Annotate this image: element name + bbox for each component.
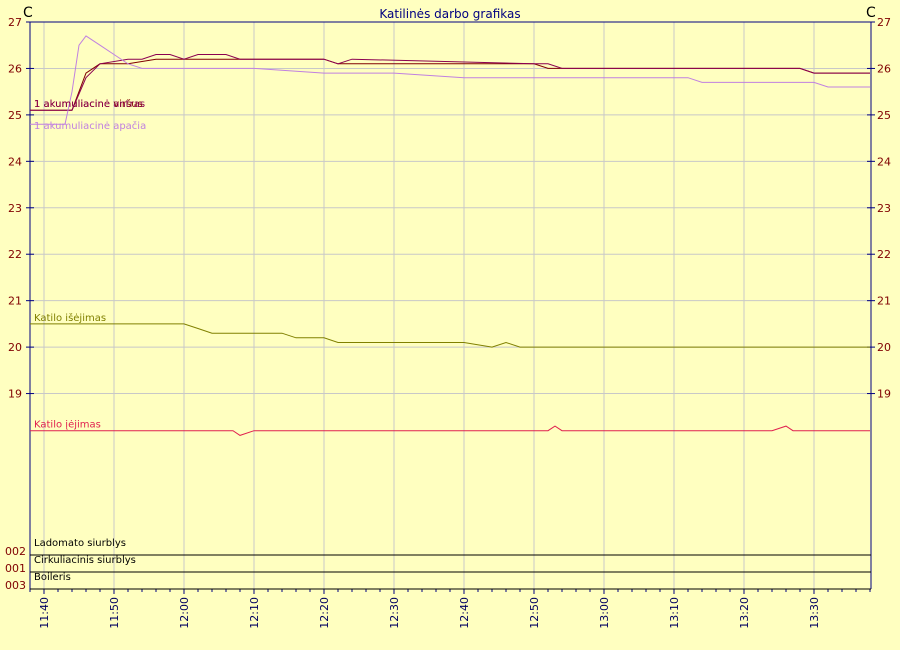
y-tick-label-left: 24 (8, 155, 22, 168)
x-tick-label: 12:40 (458, 597, 471, 629)
y-tick-label-right: 19 (877, 388, 891, 401)
x-tick-label: 13:20 (738, 597, 751, 629)
y-tick-label-left: 19 (8, 388, 22, 401)
x-tick-labels: 11:40 11:50 12:00 12:10 12:20 12:30 12:40 12:50… (38, 597, 821, 629)
y-tick-label-left: 21 (8, 295, 22, 308)
digital-channel-label: Cirkuliacinis siurblys (34, 555, 136, 566)
series-line (30, 425, 870, 436)
series-label: 1 akumuliacinė apačia (34, 120, 146, 132)
x-tick-label: 13:00 (598, 597, 611, 629)
y-tick-label-right: 27 (877, 16, 891, 29)
y-tick-label-right: 21 (877, 295, 891, 308)
series-line (30, 54, 870, 111)
x-tick-label: 12:10 (248, 597, 261, 629)
x-tick-label: 12:50 (528, 597, 541, 629)
y-tick-label-right: 26 (877, 62, 891, 75)
y-tick-label-right: 25 (877, 109, 891, 122)
chart-title: Katilinės darbo grafikas (379, 7, 520, 21)
y-tick-label-left: 27 (8, 16, 22, 29)
x-tick-label: 11:50 (108, 597, 121, 629)
digital-channel-label: Ladomato siurblys (34, 538, 126, 549)
series-line (30, 323, 870, 348)
y-tick-label-left: 25 (8, 109, 22, 122)
y-tick-label-right: 23 (877, 202, 891, 215)
y-tick-label-right: 24 (877, 155, 891, 168)
digital-tick-label: 001 (5, 562, 26, 575)
series-label: 1 akumuliacinė viršus (34, 98, 143, 110)
x-tick-label: 13:30 (808, 597, 821, 629)
series-label: 1 akumuliacinė antras (34, 99, 145, 110)
y-axis-unit-right: C (866, 5, 876, 21)
digital-channel-label: Boileris (34, 572, 71, 583)
x-tick-label: 13:10 (668, 597, 681, 629)
series-label: Katilo įėjimas (34, 420, 101, 431)
y-tick-label-left: 26 (8, 62, 22, 75)
x-tick-label: 12:20 (318, 597, 331, 629)
y-tick-label-left: 20 (8, 341, 22, 354)
y-tick-label-right: 20 (877, 341, 891, 354)
y-tick-labels: 19 19 20 20 21 21 22 22 23 23 24 24 25 25 26 26 27 27 (8, 16, 891, 401)
digital-tick-label: 002 (5, 545, 26, 558)
series-lines (30, 35, 870, 436)
y-tick-label-left: 23 (8, 202, 22, 215)
grid (30, 21, 871, 589)
x-tick-label: 12:00 (178, 597, 191, 629)
x-tick-label: 12:30 (388, 597, 401, 629)
series-line (30, 35, 870, 125)
series-label: Katilo išėjimas (34, 312, 106, 324)
y-tick-label-left: 22 (8, 248, 22, 261)
y-tick-label-right: 22 (877, 248, 891, 261)
x-tick-label: 11:40 (38, 597, 51, 629)
digital-tick-label: 003 (5, 579, 26, 592)
digital-channels: 002 Ladomato siurblys 001 Cirkuliacinis siu… (5, 538, 871, 592)
y-axis-unit-left: C (23, 5, 33, 21)
